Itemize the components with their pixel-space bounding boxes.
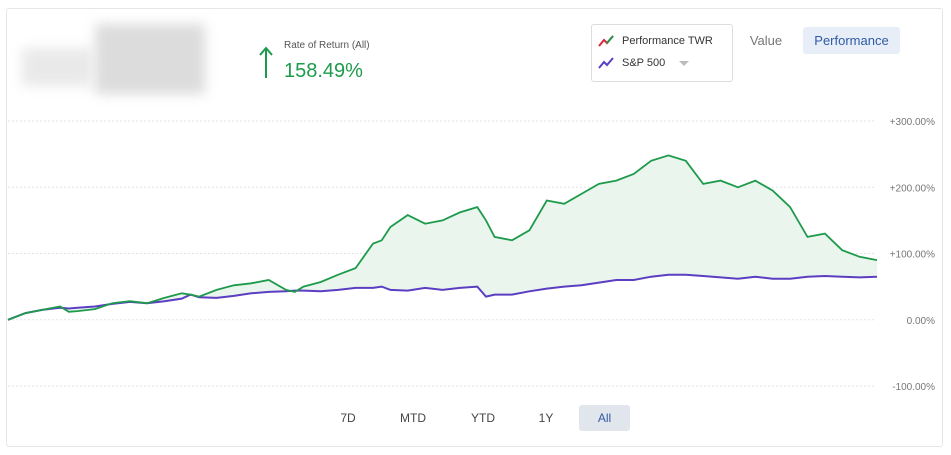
- y-tick-label: +200.00%: [890, 183, 935, 194]
- legend-item-performance[interactable]: Performance TWR: [598, 33, 713, 49]
- purple-line-icon: [598, 57, 614, 69]
- range-button-1y[interactable]: 1Y: [538, 411, 554, 425]
- y-tick-label: +100.00%: [890, 250, 935, 261]
- red-green-line-icon: [598, 35, 614, 47]
- legend-label-benchmark: S&P 500: [622, 57, 666, 69]
- range-button-mtd[interactable]: MTD: [400, 411, 426, 425]
- legend-label-performance: Performance TWR: [622, 35, 713, 47]
- range-button-all[interactable]: All: [579, 405, 630, 431]
- rate-of-return-value: 158.49%: [284, 60, 363, 82]
- rate-of-return-label: Rate of Return (All): [284, 40, 370, 51]
- redacted-account-name: [22, 48, 92, 86]
- performance-toggle-button[interactable]: Performance: [803, 27, 900, 54]
- series-legend[interactable]: Performance TWR S&P 500: [591, 24, 733, 82]
- range-button-7d[interactable]: 7D: [340, 411, 356, 425]
- y-tick-label: 0.00%: [907, 316, 935, 327]
- y-tick-label: -100.00%: [892, 382, 935, 393]
- chevron-down-icon[interactable]: [679, 60, 690, 66]
- arrow-up-icon: [259, 46, 273, 78]
- value-toggle-button[interactable]: Value: [749, 33, 783, 48]
- performance-line: [7, 154, 878, 321]
- legend-item-benchmark[interactable]: S&P 500: [598, 55, 690, 71]
- range-button-ytd[interactable]: YTD: [471, 411, 495, 425]
- redacted-account-value: [95, 24, 205, 94]
- performance-area-fill: [8, 155, 877, 320]
- y-tick-label: +300.00%: [890, 117, 935, 128]
